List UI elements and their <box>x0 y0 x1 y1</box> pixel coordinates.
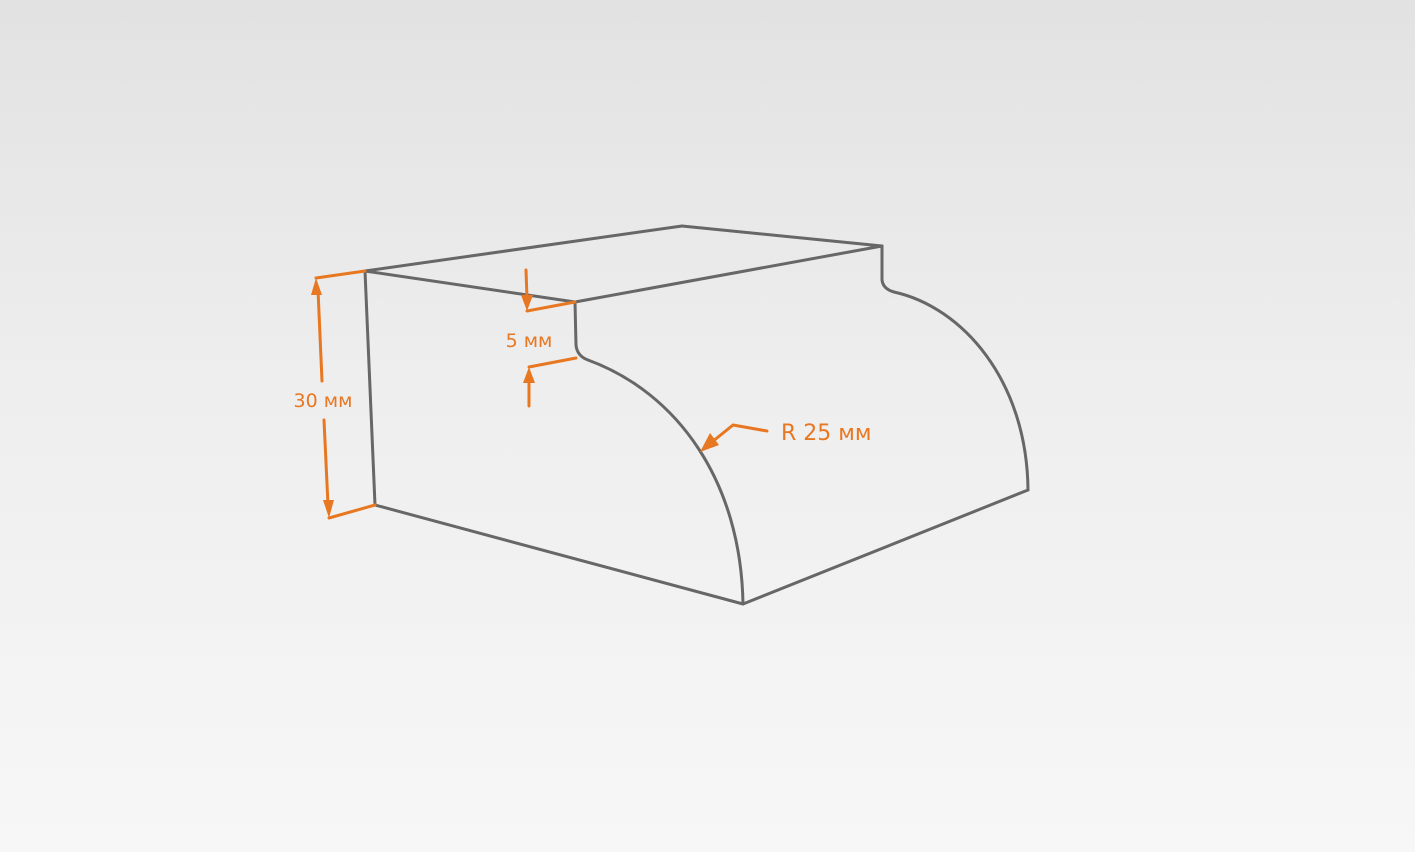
top-back-edge <box>363 224 884 273</box>
height-extension-top <box>314 269 367 280</box>
top-front-edge <box>363 244 884 304</box>
back-vertical-edge <box>363 269 377 507</box>
radius-dimension: R 25 мм <box>700 421 871 452</box>
height-dimension: 30 мм <box>294 269 377 520</box>
step-dimension-label: 5 мм <box>506 330 553 352</box>
height-dimension-line-upper <box>316 288 324 383</box>
step-arrow-down <box>521 295 533 311</box>
far-step-and-arc <box>880 244 1030 492</box>
radius-dimension-label: R 25 мм <box>781 421 871 446</box>
height-arrow-up <box>311 278 322 295</box>
radius-arrow <box>700 433 719 452</box>
step-extension-top <box>525 300 577 313</box>
height-dimension-line-lower <box>322 418 330 507</box>
profile-outline <box>363 224 1030 606</box>
near-step-and-arc <box>573 300 745 606</box>
step-arrow-up <box>523 367 535 383</box>
height-arrow-down <box>323 500 334 518</box>
height-extension-bottom <box>327 503 377 520</box>
bottom-edges <box>373 488 1030 606</box>
radius-leader <box>710 423 769 444</box>
step-extension-bottom <box>527 356 578 369</box>
step-dimension: 5 мм <box>506 268 578 408</box>
step-leader-top <box>524 268 529 300</box>
height-dimension-label: 30 мм <box>294 390 353 412</box>
